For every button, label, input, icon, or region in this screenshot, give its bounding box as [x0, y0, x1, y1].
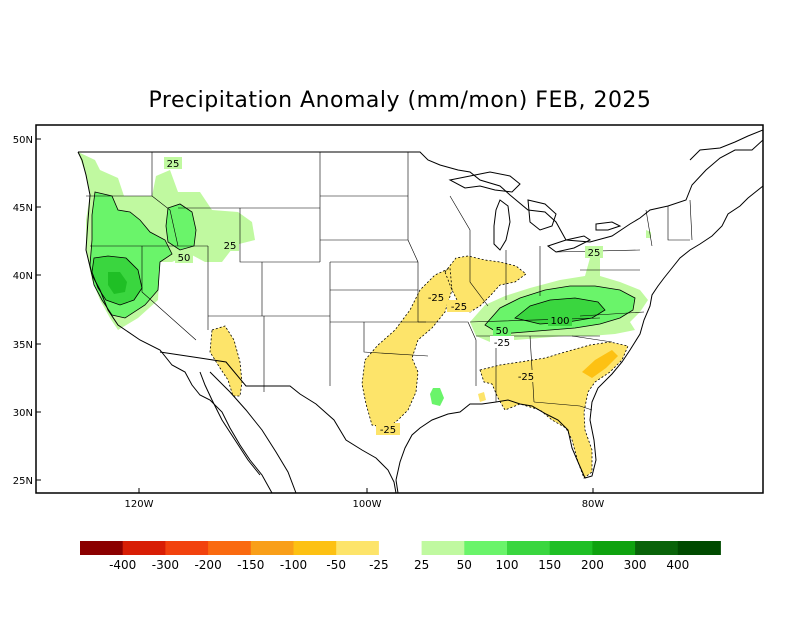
- lake-superior: [448, 171, 521, 193]
- legend-swatch: [80, 541, 124, 555]
- legend-label: 200: [581, 558, 604, 572]
- legend-swatch: [464, 541, 508, 555]
- contour-label: -25: [380, 425, 396, 436]
- legend-label: -100: [280, 558, 307, 572]
- legend-swatch: [592, 541, 636, 555]
- lake-huron: [527, 199, 557, 231]
- contour-label: 25: [224, 241, 237, 252]
- dry-region-arizona: [210, 326, 242, 396]
- legend-label: -25: [369, 558, 389, 572]
- state-line-ga-fl: [533, 401, 593, 411]
- lon-label-80w: 80W: [582, 499, 605, 510]
- legend-swatch: [208, 541, 252, 555]
- coastlines: [77, 129, 763, 493]
- lat-label-40n: 40N: [13, 271, 33, 282]
- longitude-axis: 120W 100W 80W: [125, 488, 605, 510]
- wet-region-kentucky-100: [515, 298, 605, 324]
- canada-border: [78, 139, 763, 243]
- lat-label-50n: 50N: [13, 135, 33, 146]
- state-line-ok: [330, 321, 429, 357]
- contour-label: -25: [518, 372, 534, 383]
- legend-label: -50: [326, 558, 346, 572]
- contour-label: 50: [496, 326, 509, 337]
- legend-label: -300: [152, 558, 179, 572]
- contour-label: 25: [167, 159, 180, 170]
- contour-labels: 25 25 50 -25 -25 -25 50 -25 100 25 -25: [164, 157, 603, 436]
- contour-label: 50: [178, 253, 191, 264]
- lon-label-100w: 100W: [353, 499, 382, 510]
- lat-label-35n: 35N: [13, 340, 33, 351]
- state-line-va-nc: [579, 311, 645, 317]
- contour-label: -25: [428, 293, 444, 304]
- legend-swatch: [336, 541, 380, 555]
- legend-label: -200: [194, 558, 221, 572]
- contour-label: -25: [494, 338, 510, 349]
- lake-ontario: [595, 221, 622, 231]
- lat-label-25n: 25N: [13, 476, 33, 487]
- contour-line-dry-arizona: [209, 325, 243, 397]
- mexico-west-coastline: [209, 371, 297, 493]
- legend-swatch: [421, 541, 465, 555]
- legend-label: 150: [538, 558, 561, 572]
- legend-colorbar: [80, 541, 721, 555]
- state-line-nc-sc: [571, 335, 613, 343]
- state-line-dakotas: [319, 152, 408, 262]
- contour-label: 100: [550, 316, 569, 327]
- dry-region-mississippi-small: [478, 392, 486, 402]
- state-line-nv-ca: [141, 246, 197, 341]
- map-title: Precipitation Anomaly (mm/mon) FEB, 2025: [148, 88, 652, 113]
- dry-region-south-carolina-50: [582, 350, 618, 378]
- legend-swatch: [549, 541, 593, 555]
- map-content: [77, 129, 763, 493]
- mexico-border: [159, 351, 397, 493]
- state-line-ne-ks: [330, 261, 418, 291]
- wet-region-california-150: [108, 272, 127, 294]
- legend-swatch: [378, 541, 422, 555]
- canada-coast-east: [689, 129, 763, 161]
- contour-line-dry-southeast: [479, 341, 629, 479]
- latitude-axis: 50N 45N 40N 35N 30N 25N: [13, 135, 41, 487]
- legend-label: 300: [624, 558, 647, 572]
- state-line-new-england: [645, 199, 693, 247]
- state-line-idaho: [151, 152, 179, 247]
- contour-label: 25: [588, 248, 601, 259]
- state-line-in-oh: [505, 246, 541, 300]
- state-line-wi-il: [449, 195, 489, 307]
- gulf-coastline: [395, 185, 763, 481]
- legend-swatch: [165, 541, 209, 555]
- legend-swatch: [635, 541, 679, 555]
- lon-label-120w: 120W: [125, 499, 154, 510]
- lake-michigan: [493, 199, 511, 251]
- map-frame: [35, 124, 764, 494]
- legend-label: -400: [109, 558, 136, 572]
- legend-label: 25: [414, 558, 429, 572]
- legend-labels: -400 -300 -200 -150 -100 -50 -25 25 50 100 150 200 3…: [109, 558, 689, 572]
- state-line-wy-co: [239, 208, 320, 263]
- lat-label-30n: 30N: [13, 408, 33, 419]
- state-line-mn-ia: [407, 152, 419, 322]
- baja-coastline: [199, 371, 261, 476]
- contour-line-wet-ohio-50: [484, 285, 636, 335]
- legend-swatch: [293, 541, 337, 555]
- legend-label: -150: [237, 558, 264, 572]
- legend-swatch: [677, 541, 721, 555]
- wet-region-louisiana: [430, 388, 444, 406]
- state-borders: [86, 152, 693, 411]
- legend-label: 400: [666, 558, 689, 572]
- legend-swatch: [507, 541, 551, 555]
- legend-label: 100: [496, 558, 519, 572]
- dry-region-texas-arkansas: [362, 268, 452, 428]
- legend-swatch: [250, 541, 294, 555]
- mexico-east-coastline: [395, 479, 399, 493]
- state-line-mo-ar: [418, 321, 477, 386]
- wet-region-idaho-50: [166, 204, 196, 250]
- legend-label: 50: [457, 558, 472, 572]
- legend-swatch: [122, 541, 166, 555]
- lat-label-45n: 45N: [13, 203, 33, 214]
- pacific-coastline: [77, 151, 273, 493]
- contour-label: -25: [451, 302, 467, 313]
